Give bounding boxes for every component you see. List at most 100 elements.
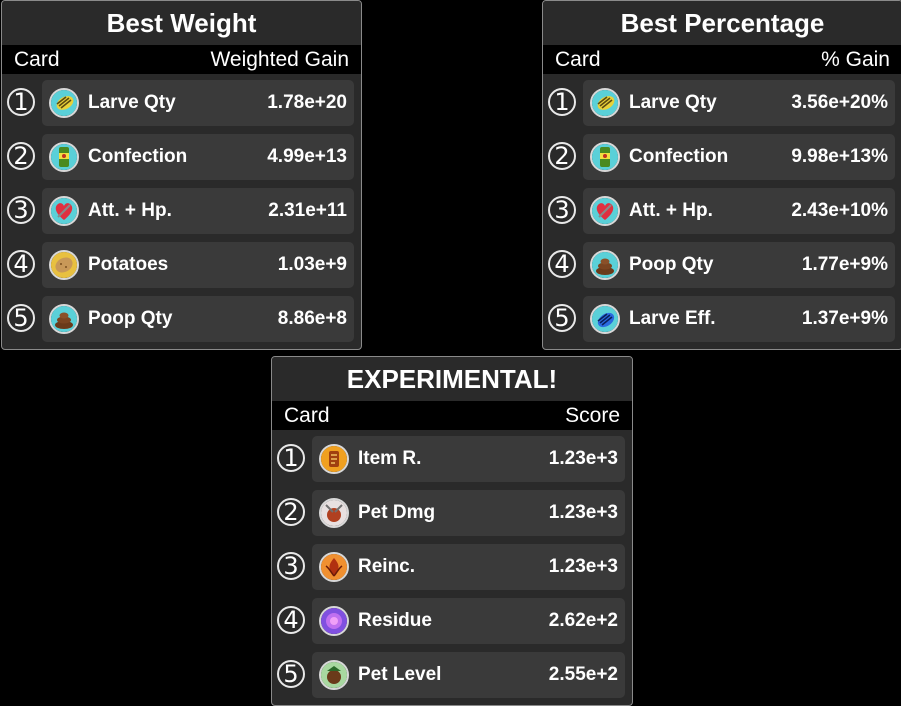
- rank-badge: 1: [7, 88, 35, 116]
- list-item: 4 Residue 2.62e+2: [272, 596, 632, 650]
- card-name: Residue: [358, 610, 432, 631]
- list-item: 4 Potatoes 1.03e+9: [2, 240, 361, 294]
- column-header: Card Score: [272, 401, 632, 430]
- poop-icon: [590, 250, 620, 280]
- card-name: Potatoes: [88, 254, 169, 275]
- card-name: Item R.: [358, 448, 422, 469]
- rank-badge: 2: [277, 498, 305, 526]
- rank-badge: 4: [277, 606, 305, 634]
- reincarnation-icon: [319, 552, 349, 582]
- card-value: 8.86e+8: [277, 308, 347, 329]
- card-entry[interactable]: Residue 2.62e+2: [312, 598, 625, 644]
- residue-icon: [319, 606, 349, 636]
- rank-badge: 5: [277, 660, 305, 688]
- list-item: 1 Larve Qty 3.56e+20%: [543, 78, 901, 132]
- column-score-label: Score: [565, 403, 620, 427]
- card-value: 1.23e+3: [548, 448, 618, 469]
- card-name: Larve Eff.: [629, 308, 716, 329]
- rank-badge: 3: [277, 552, 305, 580]
- card-value: 2.43e+10%: [791, 200, 888, 221]
- card-name: Pet Dmg: [358, 502, 436, 523]
- column-card-label: Card: [555, 47, 601, 71]
- rank-badge: 4: [548, 250, 576, 278]
- card-name: Poop Qty: [88, 308, 173, 329]
- larva-icon: [590, 88, 620, 118]
- card-value: 2.62e+2: [548, 610, 618, 631]
- list-item: 3 Reinc. 1.23e+3: [272, 542, 632, 596]
- card-value: 9.98e+13%: [791, 146, 888, 167]
- confection-icon: [49, 142, 79, 172]
- panel-title: Best Weight: [2, 1, 361, 45]
- card-value: 3.56e+20%: [791, 92, 888, 113]
- card-value: 2.31e+11: [268, 200, 347, 221]
- card-entry[interactable]: Poop Qty 8.86e+8: [42, 296, 354, 342]
- list-item: 3 Att. + Hp. 2.43e+10%: [543, 186, 901, 240]
- column-card-label: Card: [284, 403, 330, 427]
- potato-icon: [49, 250, 79, 280]
- rank-badge: 2: [548, 142, 576, 170]
- confection-icon: [590, 142, 620, 172]
- card-value: 4.99e+13: [267, 146, 347, 167]
- card-name: Larve Qty: [88, 92, 176, 113]
- card-entry[interactable]: Potatoes 1.03e+9: [42, 242, 354, 288]
- rank-badge: 1: [277, 444, 305, 472]
- heart-sword-icon: [590, 196, 620, 226]
- card-name: Att. + Hp.: [88, 200, 172, 221]
- experimental-panel: EXPERIMENTAL! Card Score 1 Item R. 1.23e+3…: [271, 356, 633, 706]
- list-item: 1 Item R. 1.23e+3: [272, 434, 632, 488]
- item-rating-icon: [319, 444, 349, 474]
- rank-badge: 5: [7, 304, 35, 332]
- column-card-label: Card: [14, 47, 60, 71]
- card-value: 1.23e+3: [548, 556, 618, 577]
- column-gain-label: Weighted Gain: [210, 47, 349, 71]
- pet-level-icon: [319, 660, 349, 690]
- rank-badge: 5: [548, 304, 576, 332]
- card-entry[interactable]: Poop Qty 1.77e+9%: [583, 242, 895, 288]
- card-name: Poop Qty: [629, 254, 714, 275]
- larva-icon: [49, 88, 79, 118]
- card-value: 1.37e+9%: [801, 308, 888, 329]
- poop-icon: [49, 304, 79, 334]
- rank-badge: 3: [548, 196, 576, 224]
- rank-badge: 3: [7, 196, 35, 224]
- list-item: 5 Poop Qty 8.86e+8: [2, 294, 361, 348]
- panel-title: Best Percentage: [543, 1, 901, 45]
- best-percentage-panel: Best Percentage Card % Gain 1 Larve Qty 3.…: [542, 0, 901, 350]
- card-entry[interactable]: Att. + Hp. 2.43e+10%: [583, 188, 895, 234]
- list-item: 2 Confection 4.99e+13: [2, 132, 361, 186]
- column-gain-label: % Gain: [821, 47, 890, 71]
- card-name: Reinc.: [358, 556, 416, 577]
- card-name: Confection: [629, 146, 729, 167]
- heart-sword-icon: [49, 196, 79, 226]
- pet-damage-icon: [319, 498, 349, 528]
- rank-badge: 4: [7, 250, 35, 278]
- card-name: Confection: [88, 146, 188, 167]
- card-entry[interactable]: Pet Dmg 1.23e+3: [312, 490, 625, 536]
- card-entry[interactable]: Confection 9.98e+13%: [583, 134, 895, 180]
- card-entry[interactable]: Att. + Hp. 2.31e+11: [42, 188, 354, 234]
- card-value: 1.78e+20: [267, 92, 347, 113]
- list-item: 2 Pet Dmg 1.23e+3: [272, 488, 632, 542]
- card-value: 1.77e+9%: [801, 254, 888, 275]
- card-value: 1.23e+3: [548, 502, 618, 523]
- card-entry[interactable]: Pet Level 2.55e+2: [312, 652, 625, 698]
- list-item: 4 Poop Qty 1.77e+9%: [543, 240, 901, 294]
- card-value: 1.03e+9: [277, 254, 347, 275]
- card-entry[interactable]: Larve Qty 3.56e+20%: [583, 80, 895, 126]
- card-entry[interactable]: Confection 4.99e+13: [42, 134, 354, 180]
- column-header: Card % Gain: [543, 45, 901, 74]
- rank-badge: 2: [7, 142, 35, 170]
- card-entry[interactable]: Item R. 1.23e+3: [312, 436, 625, 482]
- card-name: Larve Qty: [629, 92, 717, 113]
- list-item: 2 Confection 9.98e+13%: [543, 132, 901, 186]
- card-entry[interactable]: Reinc. 1.23e+3: [312, 544, 625, 590]
- list-item: 3 Att. + Hp. 2.31e+11: [2, 186, 361, 240]
- card-entry[interactable]: Larve Eff. 1.37e+9%: [583, 296, 895, 342]
- larva-efficiency-icon: [590, 304, 620, 334]
- list-item: 5 Pet Level 2.55e+2: [272, 650, 632, 704]
- card-name: Att. + Hp.: [629, 200, 713, 221]
- panel-title: EXPERIMENTAL!: [272, 357, 632, 401]
- best-weight-panel: Best Weight Card Weighted Gain 1 Larve Qt…: [1, 0, 362, 350]
- card-entry[interactable]: Larve Qty 1.78e+20: [42, 80, 354, 126]
- rank-badge: 1: [548, 88, 576, 116]
